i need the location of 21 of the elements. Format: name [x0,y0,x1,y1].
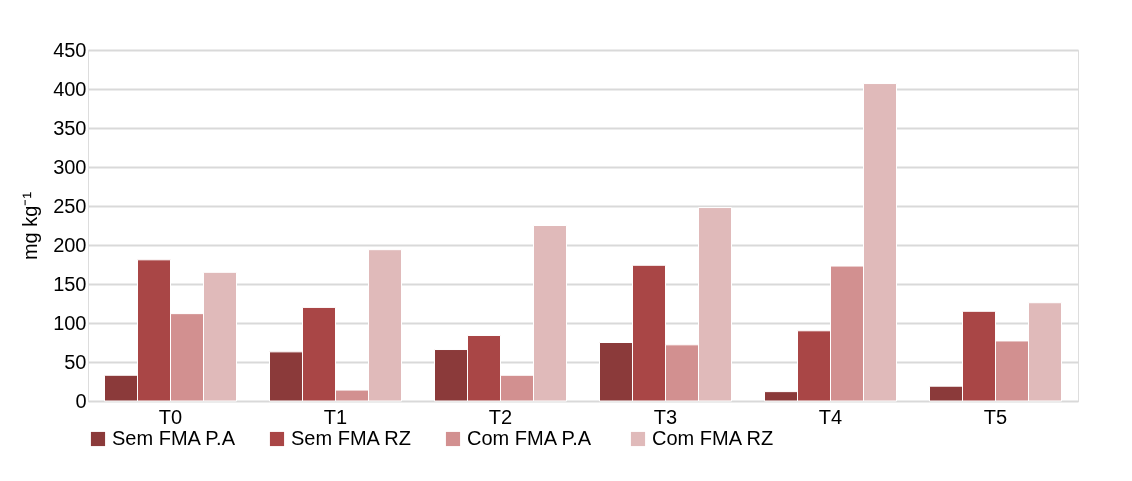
legend-label: Com FMA P.A [467,427,592,449]
y-tick-label: 300 [53,155,87,178]
x-tick-label: T4 [818,405,843,428]
legend-label: Sem FMA RZ [291,427,412,449]
x-tick-label: T2 [488,405,513,428]
x-tick-label: T1 [323,405,348,428]
y-tick-label: 150 [53,272,87,295]
y-tick-label: 250 [53,194,87,217]
x-tick-label: T5 [983,405,1008,428]
y-tick-label: 400 [53,77,87,100]
x-tick-label: T0 [158,405,183,428]
y-tick-label: 50 [64,350,87,373]
legend-label: Com FMA RZ [652,427,774,449]
y-tick-label: 0 [75,389,87,412]
y-tick-label: 450 [53,38,87,61]
legend-label: Sem FMA P.A [112,427,236,449]
y-tick-label: 350 [53,116,87,139]
x-tick-label: T3 [653,405,678,428]
y-tick-label: 100 [53,311,87,334]
y-axis-title: mg kg⁻¹ [19,191,42,261]
y-tick-label: 200 [53,233,87,256]
